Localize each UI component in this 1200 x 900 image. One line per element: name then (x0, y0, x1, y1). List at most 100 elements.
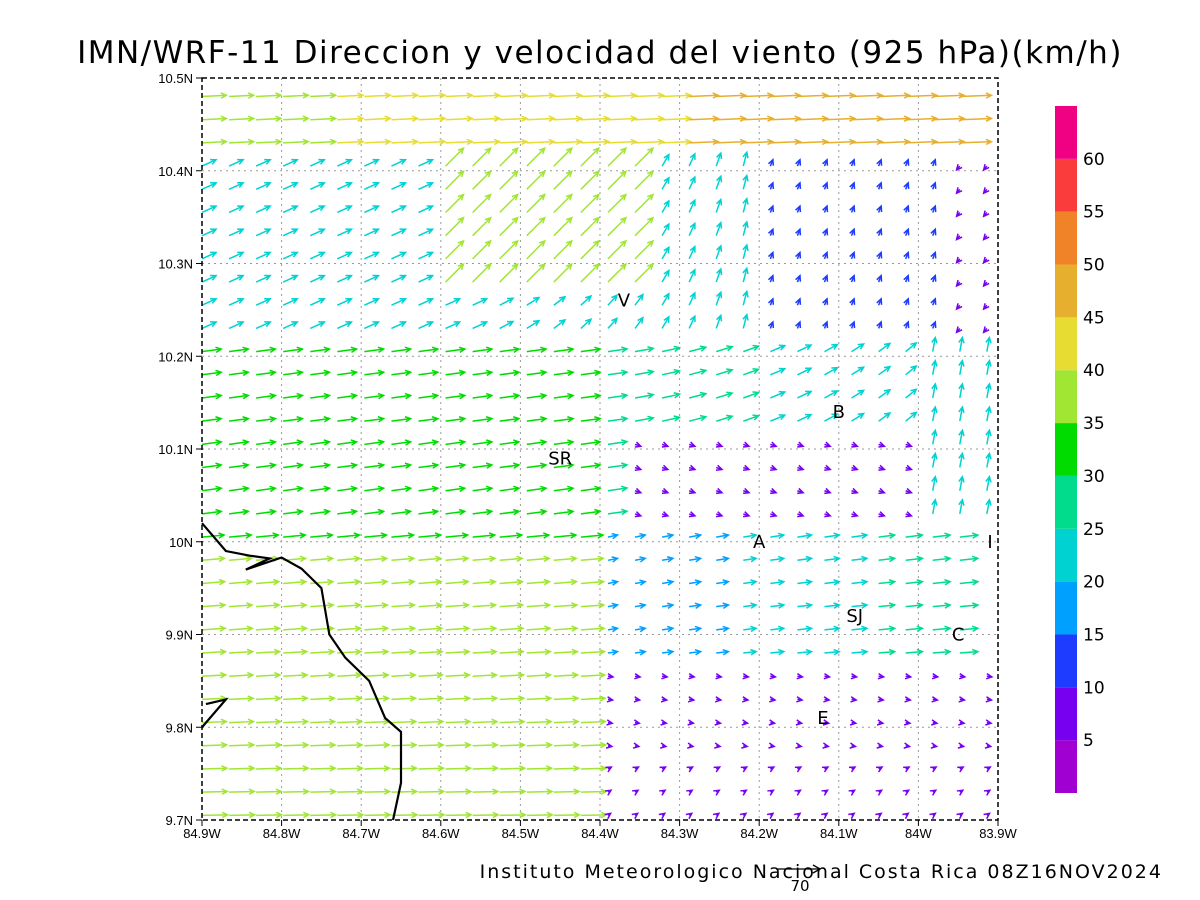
wind-vector (958, 474, 965, 491)
wind-vector (905, 532, 925, 539)
wind-vector (283, 671, 309, 679)
wind-vector (634, 170, 655, 190)
wind-vector (824, 625, 841, 633)
wind-vector (851, 648, 869, 656)
wind-vector (985, 451, 992, 468)
wind-vector (985, 719, 993, 726)
wind-vector (903, 181, 910, 190)
wind-vector (797, 625, 814, 633)
wind-vector (688, 245, 696, 260)
wind-vector (876, 204, 883, 213)
wind-vector (228, 182, 245, 190)
wind-vector (364, 392, 386, 400)
wind-vector (607, 602, 620, 610)
wind-vector (715, 197, 723, 213)
wind-vector (499, 555, 524, 563)
wind-vector (201, 485, 223, 493)
wind-vector (905, 441, 914, 448)
wind-vector (878, 388, 892, 399)
wind-vector (418, 648, 444, 656)
wind-vector (824, 343, 839, 353)
wind-vector (984, 742, 993, 749)
wind-vector (364, 416, 386, 423)
colorbar-segment (1055, 211, 1077, 265)
wind-vector (201, 274, 218, 283)
y-axis-ticks: 10.5N 10.4N 10.3N 10.2N 10.1N 10N 9.9N 9.8N 9.7N (158, 71, 202, 828)
wind-vector (634, 625, 647, 633)
wind-vector (607, 649, 620, 656)
wind-vector (633, 719, 641, 726)
wind-vector (309, 274, 326, 283)
wind-vector (688, 314, 696, 329)
wind-vector (391, 392, 413, 400)
wind-vector (418, 205, 435, 214)
wind-vector (634, 649, 647, 656)
wind-vector (821, 789, 829, 796)
wind-vector (445, 578, 470, 586)
wind-vector (472, 648, 498, 656)
wind-vector (229, 578, 254, 586)
wind-vector (661, 649, 675, 656)
wind-vector (499, 741, 527, 749)
wind-vector (526, 193, 546, 214)
wind-vector (282, 182, 299, 190)
wind-vector (742, 173, 749, 190)
x-axis-ticks: 84.9W 84.8W 84.7W 84.6W 84.5W 84.4W 84.3W 84.2W… (183, 820, 1018, 841)
wind-vector (930, 204, 937, 213)
wind-vector (282, 321, 299, 330)
wind-vector (499, 146, 519, 167)
wind-vector (445, 146, 465, 167)
colorbar-label: 10 (1083, 678, 1105, 698)
wind-vector (364, 182, 381, 190)
wind-vector (364, 346, 386, 353)
wind-vector (309, 297, 326, 306)
colorbar-segment (1055, 740, 1077, 793)
wind-vector (228, 346, 250, 353)
wind-vector (634, 146, 655, 167)
wind-vector (310, 439, 332, 446)
wind-vector (391, 555, 416, 563)
wind-vector (526, 239, 546, 260)
wind-vector (418, 369, 440, 377)
wind-vector (445, 485, 467, 493)
wind-vector (445, 508, 467, 516)
wind-vector (688, 345, 708, 353)
wind-vector (607, 532, 620, 540)
wind-vector (661, 532, 675, 540)
wind-vector (959, 578, 980, 586)
wind-vector (472, 239, 492, 260)
wind-vector (822, 742, 831, 749)
wind-vector (955, 210, 963, 218)
wind-vector (526, 695, 553, 702)
wind-vector (526, 578, 552, 586)
wind-vector (905, 365, 918, 376)
wind-vector (445, 625, 471, 632)
wind-vector (283, 625, 309, 632)
wind-vector (256, 648, 282, 656)
wind-vector (851, 464, 859, 471)
wind-vector (931, 498, 938, 515)
wind-vector (553, 262, 573, 283)
wind-vector (985, 382, 992, 399)
wind-vector (580, 369, 602, 377)
wind-vector (256, 765, 283, 772)
place-labels: V B SR A I SJ C E (548, 291, 992, 729)
wind-vector (607, 672, 615, 680)
wind-vector (959, 602, 980, 609)
wind-vector (472, 508, 494, 516)
wind-vector (983, 789, 992, 796)
wind-vector (658, 812, 667, 820)
wind-vector (985, 672, 994, 680)
wind-vector (713, 789, 721, 796)
wind-vector (310, 625, 336, 632)
wind-vector (741, 719, 750, 726)
wind-vector (797, 648, 814, 656)
wind-vector (499, 508, 521, 516)
wind-vector (418, 625, 444, 632)
wind-vector (418, 439, 440, 446)
wind-vector (767, 204, 775, 213)
wind-vector (337, 416, 359, 423)
wind-vector (959, 648, 980, 656)
wind-vector (794, 812, 802, 820)
wind-vector (851, 115, 884, 122)
